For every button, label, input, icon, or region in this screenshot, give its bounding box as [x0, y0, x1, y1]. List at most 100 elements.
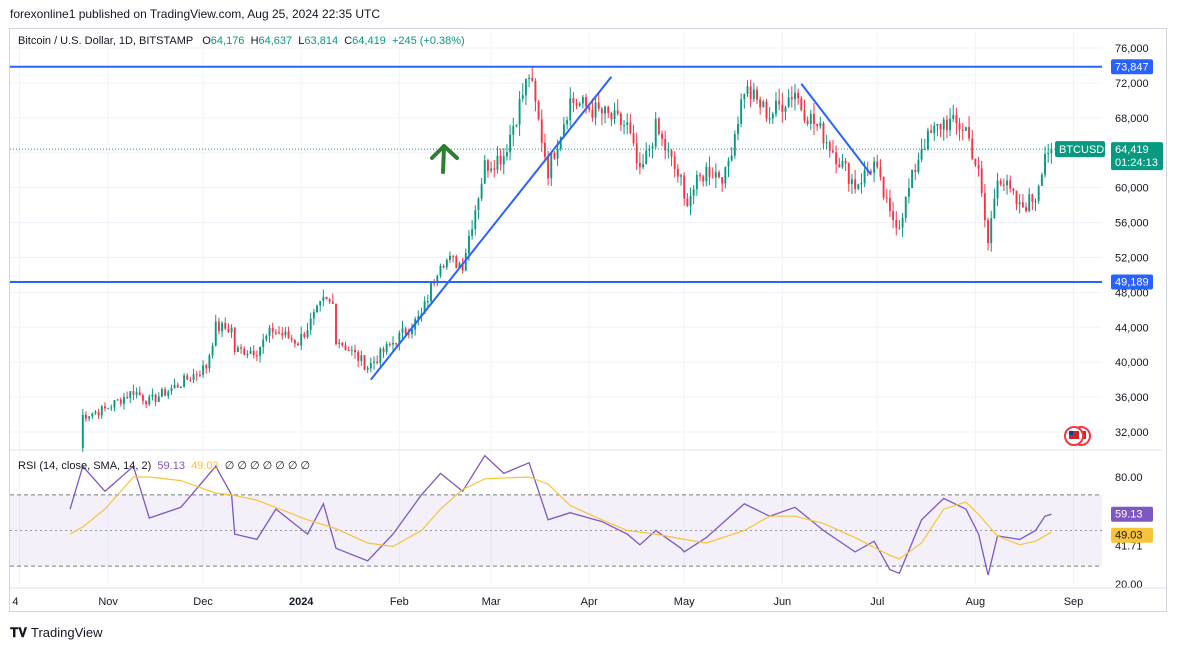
- close-label: C: [344, 35, 353, 47]
- candle-body: [195, 374, 198, 376]
- candle-body: [198, 374, 201, 376]
- rsi-sma-value-label-bg: [1111, 527, 1153, 543]
- last-price-label-text: 64,419: [1115, 144, 1149, 156]
- candle-body: [426, 300, 429, 302]
- candle-body: [879, 167, 882, 177]
- candle-body: [920, 149, 923, 160]
- candle-body: [268, 327, 271, 337]
- candle-body: [1028, 194, 1031, 212]
- up-arrow-icon: [430, 144, 459, 174]
- candle-body: [477, 198, 480, 211]
- candle-body: [192, 374, 195, 381]
- candle-body: [224, 322, 227, 329]
- candle-body: [122, 397, 125, 404]
- candle-body: [186, 375, 189, 380]
- time-tick-label: Nov: [98, 596, 118, 608]
- candle-body: [135, 392, 138, 395]
- candle-body: [306, 330, 309, 337]
- candle-body: [528, 77, 531, 79]
- candle-body: [743, 93, 746, 100]
- resistance-label-bg: [1111, 59, 1153, 75]
- candle-body: [373, 361, 375, 363]
- candle-body: [566, 120, 569, 125]
- candle-body: [838, 164, 841, 168]
- candle-body: [980, 168, 983, 194]
- candle-body: [917, 159, 920, 172]
- price-tick-label: 40,000: [1115, 357, 1149, 369]
- candle-body: [214, 321, 217, 346]
- candle-body: [363, 355, 366, 370]
- candle-body: [107, 408, 110, 410]
- candle-body: [167, 391, 170, 396]
- candle-body: [600, 108, 603, 114]
- candle-body: [211, 345, 214, 356]
- candle-body: [971, 138, 974, 159]
- rsi-value-label: 59.13: [1111, 506, 1153, 522]
- candle-body: [243, 348, 246, 356]
- candle-body: [312, 312, 315, 319]
- candle-body: [88, 416, 91, 419]
- candle-body: [1037, 185, 1040, 201]
- candle-body: [335, 303, 337, 344]
- brand-name: TradingView: [31, 625, 103, 640]
- candle-body: [942, 119, 945, 130]
- candle-body: [1050, 149, 1053, 154]
- candle-body: [711, 177, 714, 179]
- candle-body: [151, 394, 154, 397]
- candle-body: [293, 339, 296, 344]
- time-tick-label: 4: [12, 596, 18, 608]
- candle-body: [550, 152, 553, 179]
- trendlines[interactable]: [370, 76, 872, 381]
- candle-body: [562, 124, 565, 137]
- candle-body: [505, 152, 508, 157]
- candle-body: [730, 155, 733, 161]
- tradingview-brand[interactable]: 𝐓𝐕 TradingView: [10, 625, 103, 641]
- candle-body: [816, 123, 819, 126]
- candle-body: [626, 122, 629, 125]
- event-flag-stripes: [1069, 431, 1079, 439]
- candle-body: [183, 375, 186, 387]
- candle-body: [835, 152, 838, 165]
- candle-body: [160, 389, 163, 397]
- candle-body: [483, 160, 486, 184]
- candle-body: [809, 113, 812, 124]
- candle-body: [94, 411, 97, 414]
- candle-body: [623, 124, 626, 126]
- price-tick-label: 56,000: [1115, 218, 1149, 230]
- candle-body: [575, 102, 578, 106]
- candle-body: [784, 107, 787, 112]
- candle-body: [341, 342, 344, 346]
- rsi-series-rsi: [69, 454, 1052, 576]
- candle-body: [91, 413, 94, 417]
- candle-body: [727, 160, 730, 167]
- candle-body: [154, 394, 157, 402]
- candle-body: [246, 353, 249, 356]
- rsi-lines: [69, 454, 1052, 576]
- candle-body: [85, 414, 87, 419]
- rsi-title[interactable]: RSI (14, close, SMA, 14, 2): [18, 460, 152, 472]
- candle-body: [803, 110, 806, 121]
- candle-body: [781, 104, 784, 112]
- price-tick-label: 52,000: [1115, 252, 1149, 264]
- candle-body: [259, 347, 262, 356]
- low-label: L: [298, 35, 305, 47]
- candle-body: [297, 343, 299, 346]
- candle-body: [202, 365, 205, 375]
- price-levels[interactable]: [10, 65, 1102, 283]
- candle-body: [578, 103, 581, 106]
- candle-body: [648, 148, 651, 151]
- candle-body: [471, 229, 474, 236]
- candle-body: [395, 342, 398, 345]
- candle-body: [569, 98, 572, 121]
- candle-body: [543, 142, 546, 157]
- candle-body: [607, 106, 610, 114]
- candle-body: [148, 396, 151, 405]
- symbol-name[interactable]: Bitcoin / U.S. Dollar, 1D, BITSTAMP: [18, 35, 194, 47]
- support-label-text: 49,189: [1115, 276, 1149, 288]
- candle-body: [274, 332, 277, 334]
- candle-body: [692, 189, 695, 196]
- candle-body: [746, 86, 749, 94]
- axes: 76,00072,00068,00064,00060,00056,00052,0…: [10, 43, 1167, 608]
- rsi-tick-label: 41.71: [1115, 540, 1143, 552]
